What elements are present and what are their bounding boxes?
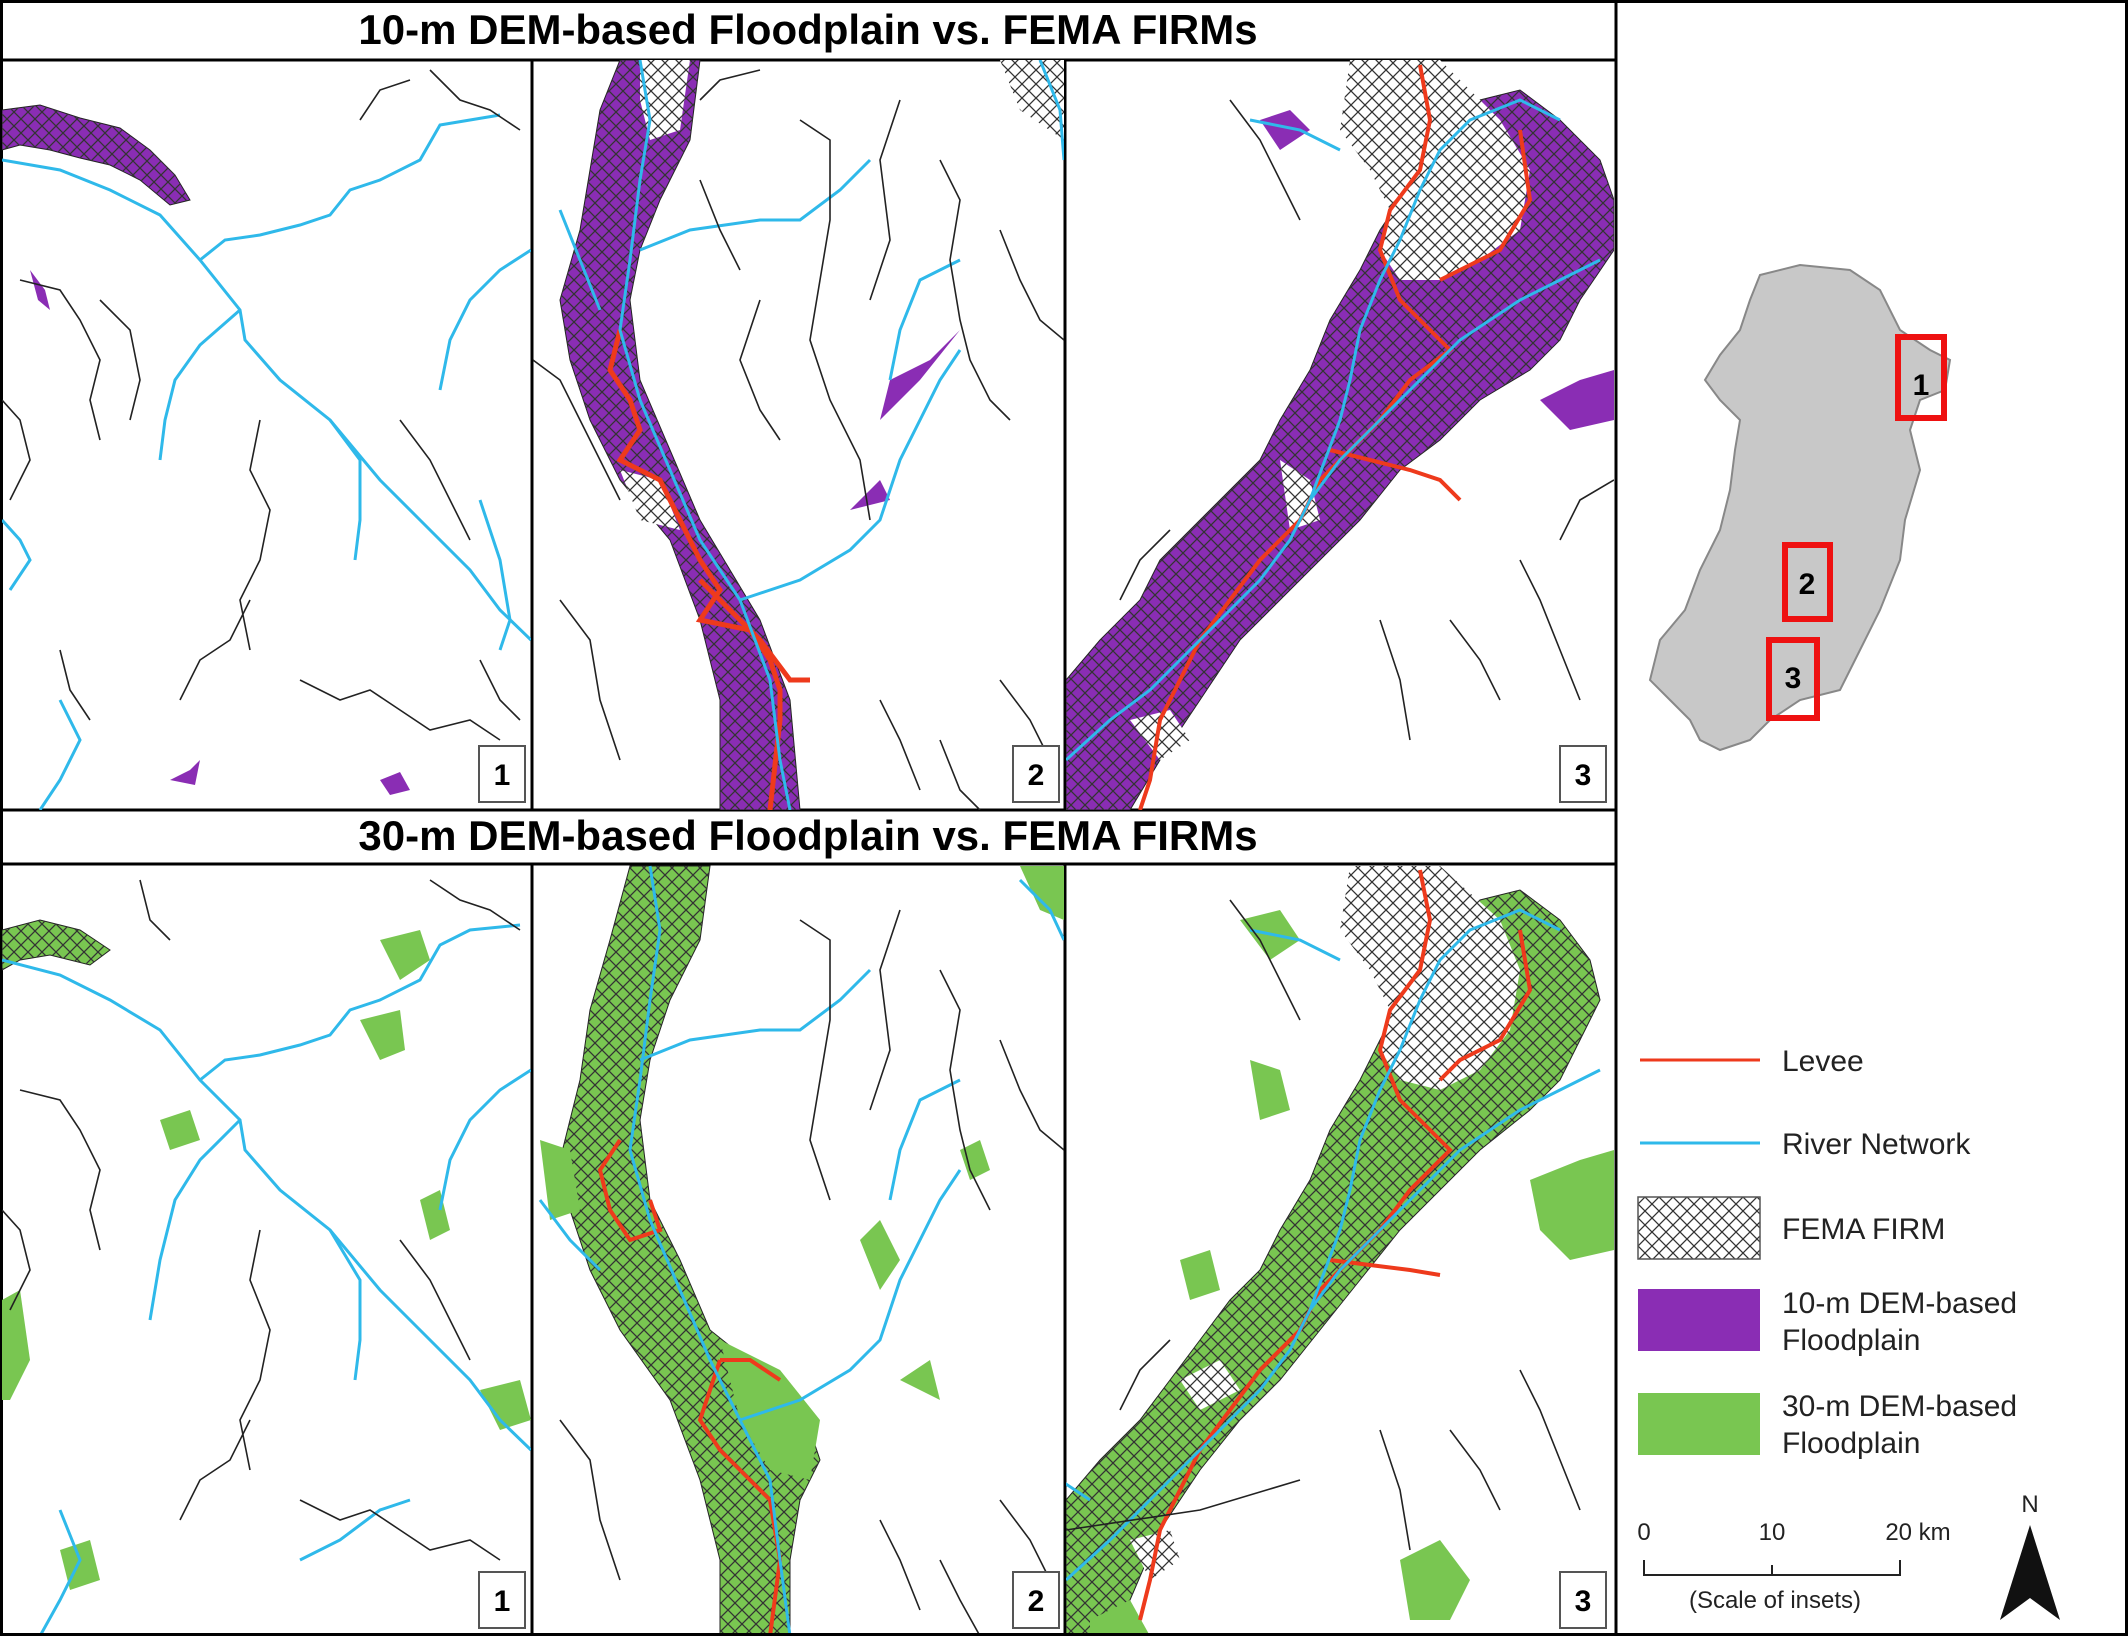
locator-map: 1 2 3 — [1648, 263, 1952, 752]
scale-tick-0: 0 — [1637, 1519, 1650, 1546]
map-panel-10m-inset-1: 1 — [2, 69, 531, 810]
locator-label-1: 1 — [1913, 369, 1930, 402]
legend: Levee River Network FEMA FIRM 10-m DEM-b… — [1637, 1045, 2017, 1460]
legend-fp30-label-line2: Floodplain — [1782, 1427, 1920, 1460]
map-panel-30m-inset-2: 2 — [538, 865, 1064, 1633]
map-panel-10m-inset-3: 3 — [1066, 60, 1614, 810]
bottom-row-title: 30-m DEM-based Floodplain vs. FEMA FIRMs — [358, 812, 1257, 859]
panel-number-b3: 3 — [1575, 1585, 1592, 1618]
legend-fp30-label-line1: 30-m DEM-based — [1782, 1390, 2017, 1423]
legend-fema-label: FEMA FIRM — [1782, 1213, 1945, 1246]
map-panel-30m-inset-3: 3 — [1066, 866, 1614, 1633]
legend-fp10-swatch — [1638, 1289, 1760, 1351]
north-label: N — [2021, 1491, 2038, 1518]
legend-levee-label: Levee — [1782, 1045, 1864, 1078]
scale-caption: (Scale of insets) — [1689, 1587, 1861, 1614]
scale-bar: 0 10 20 km (Scale of insets) — [1637, 1519, 1950, 1614]
north-arrow-icon: N — [2000, 1491, 2060, 1620]
locator-label-3: 3 — [1785, 662, 1802, 695]
panel-number-a1: 1 — [494, 759, 511, 792]
panel-number-a2: 2 — [1028, 759, 1045, 792]
legend-fp30-swatch — [1638, 1393, 1760, 1455]
legend-river-label: River Network — [1782, 1128, 1971, 1161]
map-panel-30m-inset-1: 1 — [2, 879, 531, 1633]
locator-label-2: 2 — [1799, 568, 1816, 601]
legend-fp10-label-line2: Floodplain — [1782, 1324, 1920, 1357]
legend-fp10-label-line1: 10-m DEM-based — [1782, 1287, 2017, 1320]
top-row-title: 10-m DEM-based Floodplain vs. FEMA FIRMs — [358, 6, 1257, 53]
legend-fema-swatch — [1637, 1196, 1761, 1260]
scale-tick-20: 20 km — [1885, 1519, 1950, 1546]
panel-number-b2: 2 — [1028, 1585, 1045, 1618]
map-panel-10m-inset-2: 2 — [533, 60, 1064, 810]
scale-tick-10: 10 — [1759, 1519, 1786, 1546]
panel-number-a3: 3 — [1575, 759, 1592, 792]
panel-number-b1: 1 — [494, 1585, 511, 1618]
